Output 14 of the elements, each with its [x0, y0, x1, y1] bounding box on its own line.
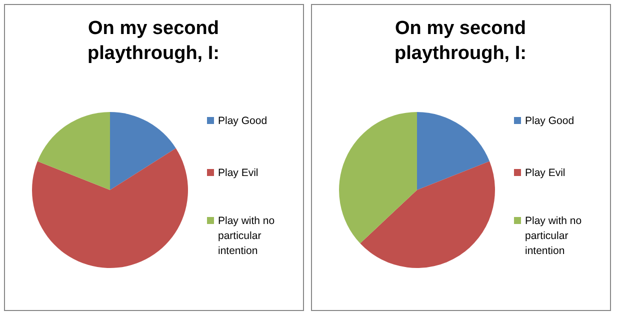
- legend-label: Play with no particular intention: [218, 215, 275, 257]
- pie-slice: [110, 112, 176, 190]
- legend-label: Play with no particular intention: [525, 215, 582, 257]
- pie-slice: [360, 161, 495, 268]
- legend-label: Play Evil: [525, 167, 566, 179]
- pie-slice: [417, 112, 490, 190]
- chart-title: On my second playthrough, I:: [394, 18, 526, 64]
- legend-label: Play Good: [218, 115, 268, 127]
- legend-label: Play Evil: [218, 167, 258, 179]
- pie-slice: [32, 148, 188, 268]
- pie-slice: [339, 112, 417, 244]
- legend-label: Play Good: [525, 115, 574, 127]
- chart-title: On my second playthrough, I:: [88, 18, 220, 64]
- pie-slice: [37, 112, 110, 190]
